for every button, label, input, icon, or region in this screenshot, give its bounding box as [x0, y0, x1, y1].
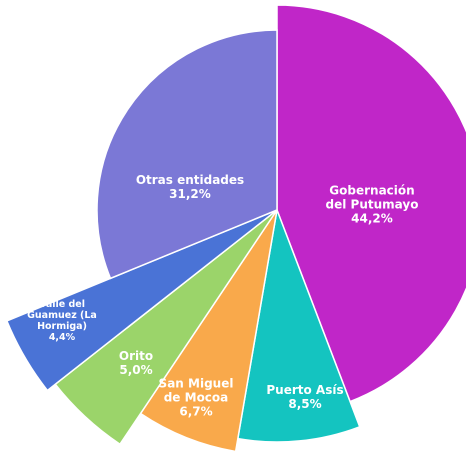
category-label: Gobernación del Putumayo — [325, 183, 419, 212]
pie-slice — [5, 209, 278, 392]
category-label: Valle del Guamuez (La Hormiga) — [27, 299, 97, 332]
category-label: Orito — [118, 349, 154, 364]
value-label: 4,4% — [48, 331, 76, 343]
category-label: San Miguel de Mocoa — [158, 376, 234, 405]
value-label: 8,5% — [288, 397, 322, 411]
value-label: 5,0% — [119, 363, 153, 377]
value-label: 44,2% — [351, 210, 393, 225]
category-label: Puerto Asís — [266, 383, 344, 398]
slice-label: San Miguel de Mocoa 6,7% — [156, 377, 236, 418]
pie-slice — [96, 29, 278, 280]
pie-slice — [236, 207, 361, 443]
slice-label: Valle del Guamuez (La Hormiga) 4,4% — [17, 299, 107, 344]
slice-label: Otras entidades 31,2% — [130, 173, 250, 202]
value-label: 6,7% — [179, 403, 213, 418]
pie-slice — [276, 4, 466, 403]
slice-label: Puerto Asís 8,5% — [260, 383, 350, 412]
slice-label: Orito 5,0% — [106, 349, 166, 378]
value-label: 31,2% — [169, 187, 211, 201]
category-label: Otras entidades — [135, 173, 245, 188]
slice-label: Gobernación del Putumayo 44,2% — [317, 184, 427, 225]
